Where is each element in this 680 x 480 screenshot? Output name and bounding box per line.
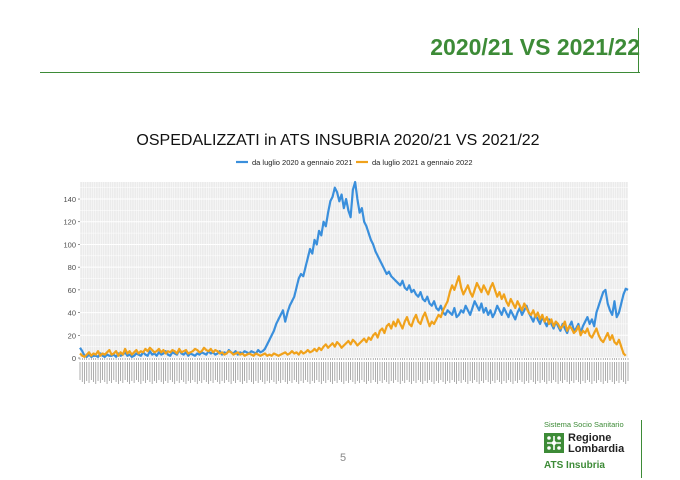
slide-title: 2020/21 VS 2021/22 [430, 34, 640, 60]
vertical-gridlines [79, 182, 629, 358]
plot-background [80, 182, 628, 358]
logo-top-text: Sistema Socio Sanitario [544, 420, 624, 429]
page-number: 5 [340, 452, 347, 464]
y-tick-label: 140 [63, 195, 76, 204]
y-tick-label: 120 [63, 218, 76, 227]
x-tick-labels [79, 358, 629, 384]
rosa-camuna-icon [544, 433, 564, 453]
logo-divider [641, 420, 642, 478]
y-tick-label: 0 [72, 354, 76, 363]
legend-label: da luglio 2020 a gennaio 2021 [252, 158, 353, 167]
y-tick-label: 40 [68, 309, 76, 318]
title-divider [40, 72, 640, 73]
logo-name-line1: Regione [568, 432, 612, 444]
logo-subtitle: ATS Insubria [544, 460, 605, 471]
chart-legend: da luglio 2020 a gennaio 2021 da luglio 2… [236, 158, 473, 167]
series-2021-line [79, 275, 627, 358]
horizontal-gridlines [80, 187, 628, 359]
plot-area: 0 20 40 60 80 100 120 140 [63, 180, 629, 384]
title-divider-vertical [638, 28, 639, 73]
y-tick-label: 100 [63, 240, 76, 249]
logo-name-line2: Lombardia [568, 443, 625, 455]
hospitalized-line-chart: OSPEDALIZZATI in ATS INSUBRIA 2020/21 VS… [63, 132, 629, 384]
regione-lombardia-logo: Sistema Socio Sanitario Regione Lombardi… [540, 420, 650, 478]
y-tick-label: 80 [68, 263, 76, 272]
legend-label: da luglio 2021 a gennaio 2022 [372, 158, 473, 167]
y-tick-label: 60 [68, 286, 76, 295]
chart-title: OSPEDALIZZATI in ATS INSUBRIA 2020/21 VS… [136, 132, 539, 149]
y-tick-label: 20 [68, 331, 76, 340]
